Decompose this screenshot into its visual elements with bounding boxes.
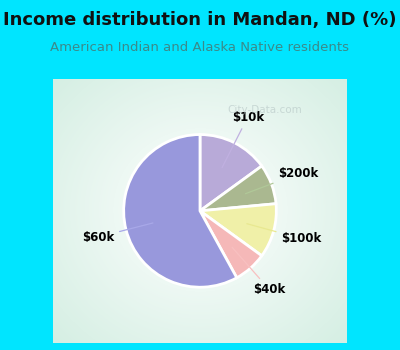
Wedge shape — [200, 211, 262, 278]
Wedge shape — [200, 134, 262, 211]
Wedge shape — [200, 204, 276, 256]
Text: American Indian and Alaska Native residents: American Indian and Alaska Native reside… — [50, 41, 350, 54]
Text: $40k: $40k — [232, 247, 286, 296]
Wedge shape — [200, 166, 276, 211]
Text: $200k: $200k — [246, 167, 319, 194]
Wedge shape — [124, 134, 237, 287]
Text: $10k: $10k — [222, 111, 264, 168]
Text: $60k: $60k — [82, 223, 153, 244]
Text: City-Data.com: City-Data.com — [227, 105, 302, 116]
Text: Income distribution in Mandan, ND (%): Income distribution in Mandan, ND (%) — [3, 11, 397, 29]
Text: $100k: $100k — [247, 224, 322, 245]
